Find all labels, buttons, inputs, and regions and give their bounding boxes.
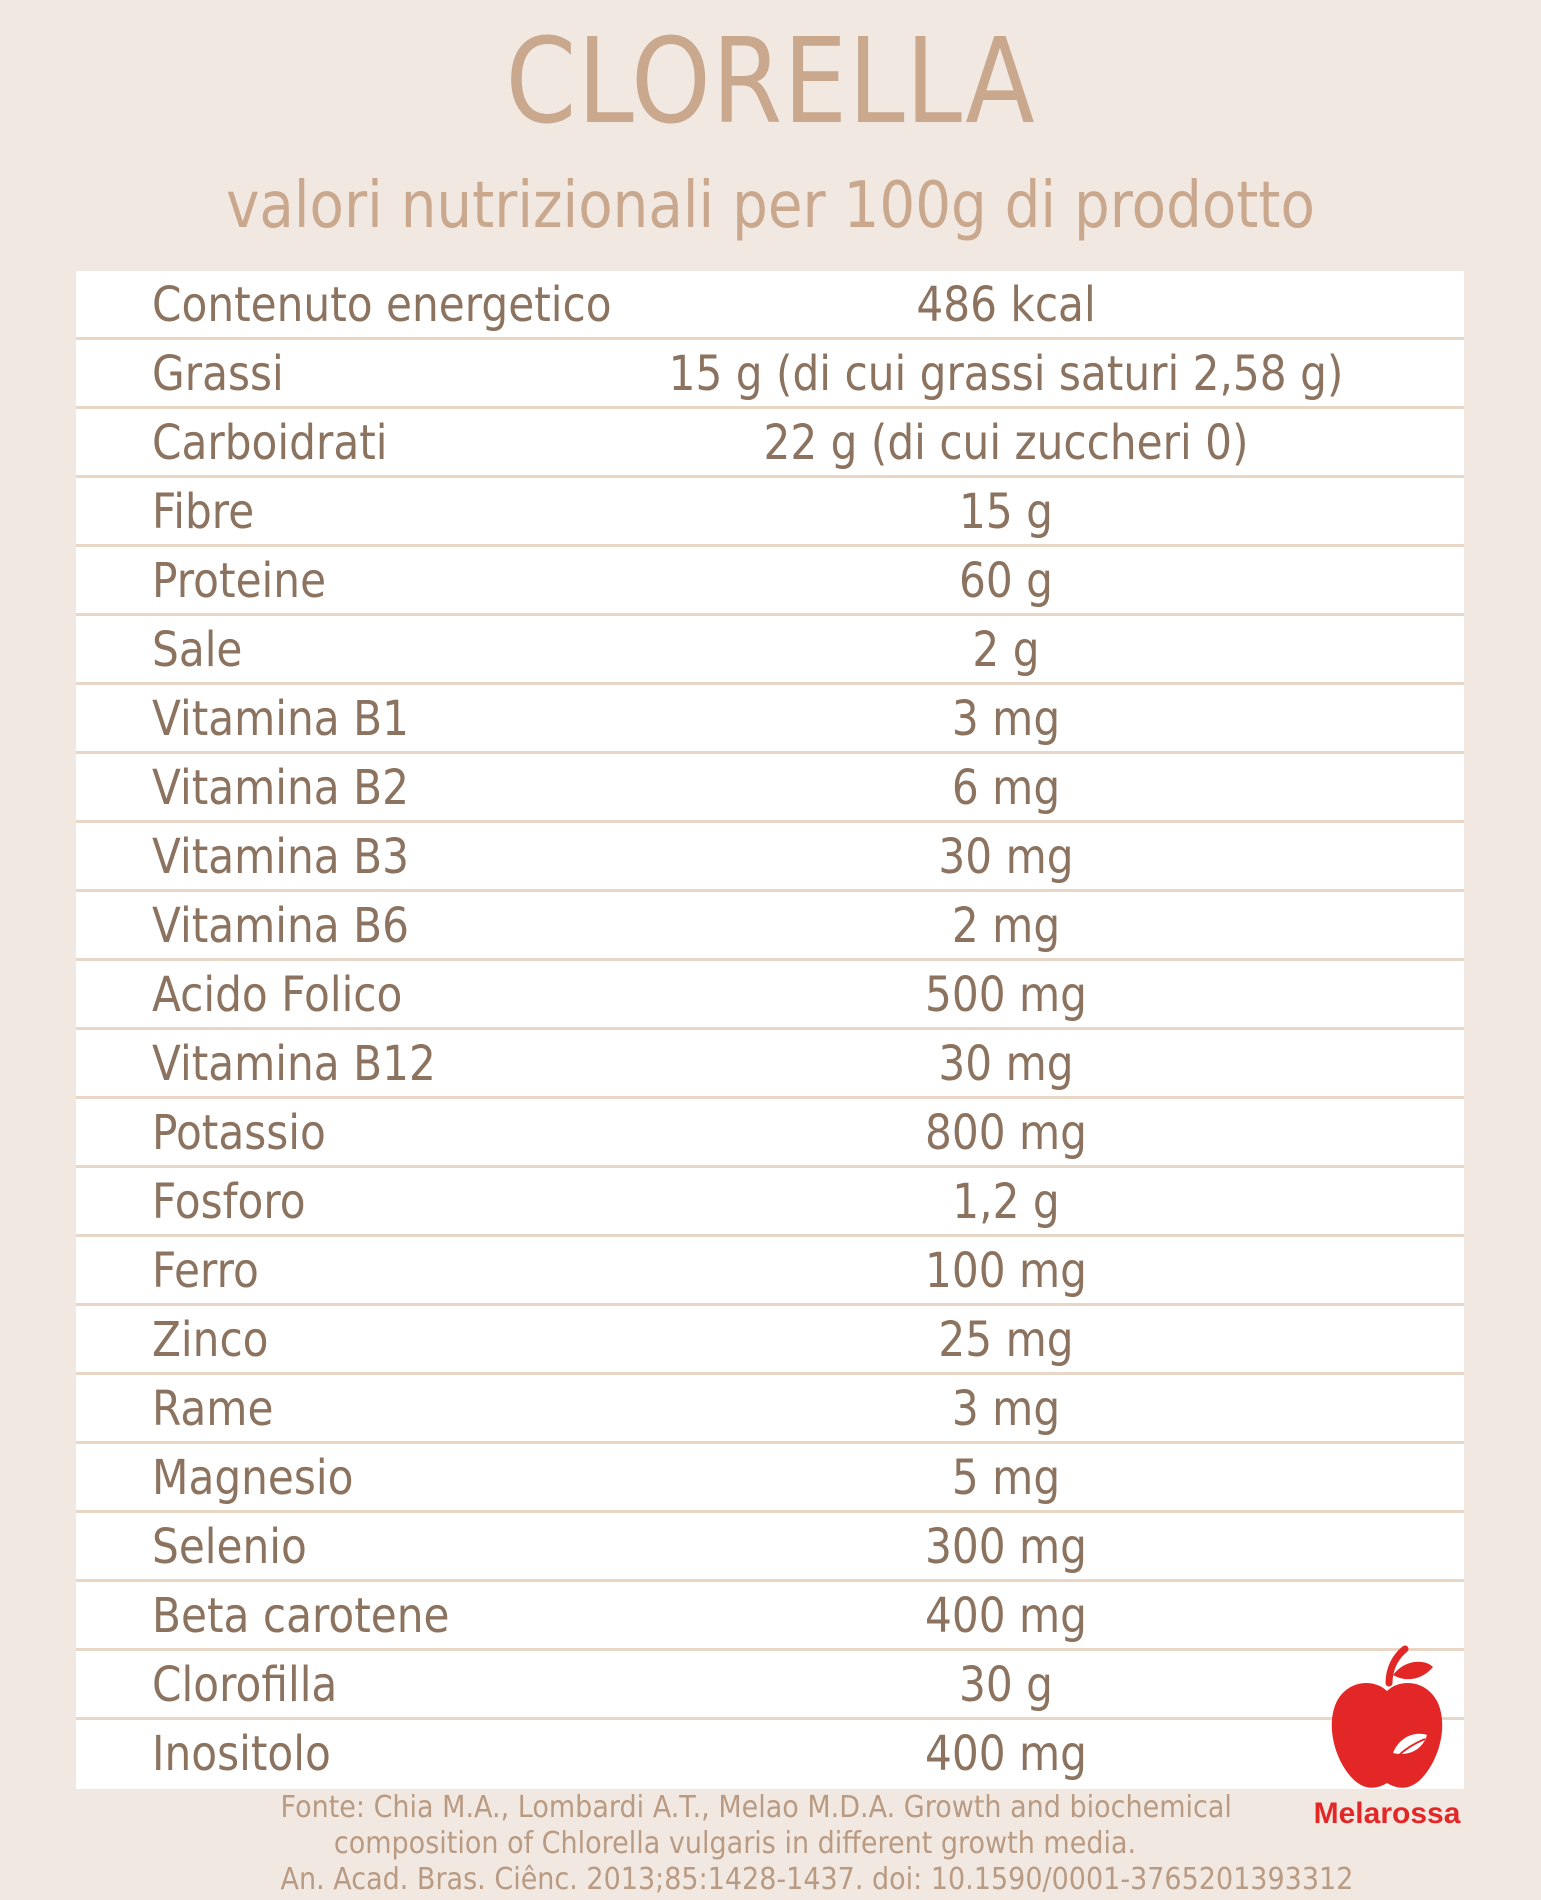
table-row: Inositolo 400 mg — [76, 1720, 1464, 1789]
nutrient-value: 30 mg — [938, 829, 1074, 885]
table-row: Fibre 15 g — [76, 478, 1464, 547]
table-row: Potassio 800 mg — [76, 1099, 1464, 1168]
nutrient-name: Rame — [152, 1381, 274, 1437]
table-row: Sale 2 g — [76, 616, 1464, 685]
table-row: Beta carotene 400 mg — [76, 1582, 1464, 1651]
table-row: Ferro 100 mg — [76, 1237, 1464, 1306]
nutrient-value: 3 mg — [951, 1381, 1061, 1437]
nutrient-name: Magnesio — [152, 1450, 354, 1506]
nutrient-value: 300 mg — [924, 1519, 1088, 1575]
nutrient-name: Vitamina B1 — [152, 691, 409, 747]
table-row: Contenuto energetico 486 kcal — [76, 271, 1464, 340]
source-line-2: composition of Chlorella vulgaris in dif… — [333, 1826, 1137, 1861]
nutrient-value: 6 mg — [951, 760, 1061, 816]
nutrient-name: Selenio — [152, 1519, 307, 1575]
nutrient-value: 2 g — [972, 622, 1040, 678]
nutrient-name: Contenuto energetico — [152, 277, 612, 333]
nutrient-value: 30 mg — [938, 1036, 1074, 1092]
nutrient-value: 100 mg — [924, 1243, 1088, 1299]
nutrient-value: 60 g — [959, 553, 1053, 609]
table-row: Fosforo 1,2 g — [76, 1168, 1464, 1237]
nutrient-value: 400 mg — [924, 1726, 1088, 1782]
nutrient-name: Beta carotene — [152, 1588, 450, 1644]
page-title: CLORELLA — [505, 12, 1036, 150]
melarossa-logo: Melarossa — [1302, 1645, 1472, 1845]
table-row: Carboidrati 22 g (di cui zuccheri 0) — [76, 409, 1464, 478]
nutrient-value: 30 g — [959, 1657, 1053, 1713]
nutrient-name: Ferro — [152, 1243, 259, 1299]
nutrient-name: Potassio — [152, 1105, 326, 1161]
nutrient-value: 500 mg — [924, 967, 1088, 1023]
nutrient-name: Grassi — [152, 346, 284, 402]
nutrient-value: 22 g (di cui zuccheri 0) — [763, 415, 1249, 471]
nutrient-value: 3 mg — [951, 691, 1061, 747]
table-row: Grassi 15 g (di cui grassi saturi 2,58 g) — [76, 340, 1464, 409]
page-subtitle: valori nutrizionali per 100g di prodotto — [226, 169, 1315, 243]
nutrition-table: Contenuto energetico 486 kcal Grassi 15 g (… — [76, 271, 1464, 1789]
nutrient-name: Vitamina B12 — [152, 1036, 436, 1092]
nutrient-name: Proteine — [152, 553, 327, 609]
table-row: Zinco 25 mg — [76, 1306, 1464, 1375]
table-row: Clorofilla 30 g — [76, 1651, 1464, 1720]
nutrient-value: 2 mg — [951, 898, 1061, 954]
nutrient-value: 1,2 g — [952, 1174, 1060, 1230]
table-row: Rame 3 mg — [76, 1375, 1464, 1444]
nutrient-name: Vitamina B6 — [152, 898, 409, 954]
nutrient-value: 15 g (di cui grassi saturi 2,58 g) — [668, 346, 1344, 402]
source-line-3: An. Acad. Bras. Ciênc. 2013;85:1428-1437… — [280, 1862, 1354, 1897]
table-row: Vitamina B2 6 mg — [76, 754, 1464, 823]
table-row: Selenio 300 mg — [76, 1513, 1464, 1582]
nutrient-name: Vitamina B3 — [152, 829, 409, 885]
table-row: Vitamina B3 30 mg — [76, 823, 1464, 892]
table-row: Acido Folico 500 mg — [76, 961, 1464, 1030]
nutrient-name: Vitamina B2 — [152, 760, 409, 816]
nutrient-value: 5 mg — [951, 1450, 1061, 1506]
source-citation: Fonte: Chia M.A., Lombardi A.T., Melao M… — [280, 1790, 1354, 1898]
nutrient-name: Zinco — [152, 1312, 269, 1368]
nutrient-name: Fosforo — [152, 1174, 306, 1230]
nutrient-name: Fibre — [152, 484, 255, 540]
source-line-1: Fonte: Chia M.A., Lombardi A.T., Melao M… — [280, 1790, 1232, 1825]
table-row: Vitamina B6 2 mg — [76, 892, 1464, 961]
nutrient-name: Carboidrati — [152, 415, 388, 471]
nutrient-value: 800 mg — [924, 1105, 1088, 1161]
apple-icon — [1331, 1645, 1443, 1788]
nutrient-value: 400 mg — [924, 1588, 1088, 1644]
nutrient-name: Inositolo — [152, 1726, 331, 1782]
nutrient-name: Clorofilla — [152, 1657, 338, 1713]
table-row: Vitamina B12 30 mg — [76, 1030, 1464, 1099]
nutrient-value: 486 kcal — [916, 277, 1096, 333]
table-row: Proteine 60 g — [76, 547, 1464, 616]
nutrient-value: 25 mg — [938, 1312, 1074, 1368]
nutrient-name: Sale — [152, 622, 243, 678]
nutrient-value: 15 g — [959, 484, 1053, 540]
table-row: Magnesio 5 mg — [76, 1444, 1464, 1513]
logo-text: Melarossa — [1313, 1797, 1461, 1830]
nutrient-name: Acido Folico — [152, 967, 403, 1023]
table-row: Vitamina B1 3 mg — [76, 685, 1464, 754]
